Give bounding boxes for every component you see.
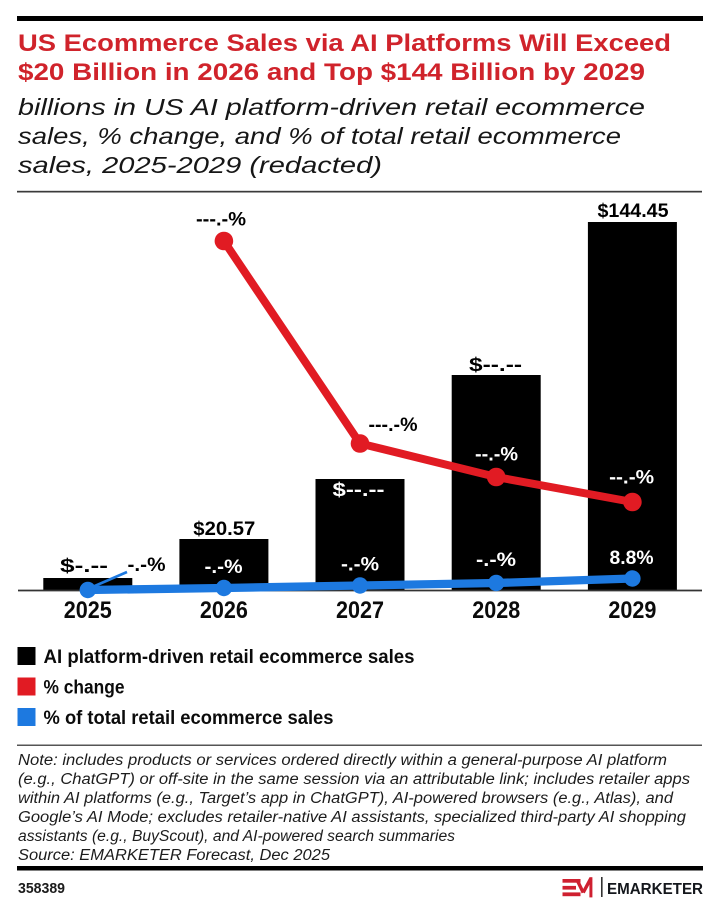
svg-text:2026: 2026 bbox=[200, 597, 248, 624]
svg-text:358389: 358389 bbox=[18, 880, 65, 897]
svg-text:2027: 2027 bbox=[336, 597, 384, 624]
svg-text:---.-%: ---.-% bbox=[196, 210, 246, 231]
svg-text:EMARKETER: EMARKETER bbox=[607, 881, 703, 898]
svg-text:sales, 2025-2029 (redacted): sales, 2025-2029 (redacted) bbox=[18, 152, 382, 178]
svg-text:% change: % change bbox=[44, 678, 125, 699]
svg-text:--.-%: --.-% bbox=[475, 445, 518, 466]
svg-text:Google’s AI Mode; excludes ret: Google’s AI Mode; excludes retailer-nati… bbox=[18, 809, 686, 826]
svg-text:Source: EMARKETER Forecast, De: Source: EMARKETER Forecast, Dec 2025 bbox=[18, 847, 330, 864]
svg-text:-.-%: -.-% bbox=[341, 555, 379, 576]
svg-text:within AI platforms (e.g., Tar: within AI platforms (e.g., Target’s app … bbox=[18, 790, 674, 807]
svg-text:2029: 2029 bbox=[608, 597, 656, 624]
svg-text:US Ecommerce Sales via AI Plat: US Ecommerce Sales via AI Platforms Will… bbox=[18, 30, 671, 57]
svg-text:2025: 2025 bbox=[64, 597, 112, 624]
svg-text:Note: includes products or ser: Note: includes products or services orde… bbox=[18, 752, 667, 769]
svg-text:2028: 2028 bbox=[472, 597, 520, 624]
svg-text:---.-%: ---.-% bbox=[369, 415, 418, 436]
svg-text:assistants (e.g., BuyScout), a: assistants (e.g., BuyScout), and AI-powe… bbox=[18, 828, 455, 845]
svg-text:% of total retail ecommerce sa: % of total retail ecommerce sales bbox=[44, 708, 334, 729]
svg-text:sales, % change, and % of tota: sales, % change, and % of total retail e… bbox=[18, 123, 621, 149]
svg-text:8.8%: 8.8% bbox=[610, 548, 654, 569]
svg-text:$--.--: $--.-- bbox=[333, 480, 385, 501]
svg-text:-.-%: -.-% bbox=[476, 550, 516, 571]
svg-text:AI platform-driven retail ecom: AI platform-driven retail ecommerce sale… bbox=[44, 647, 415, 668]
svg-text:$20.57: $20.57 bbox=[193, 519, 255, 540]
svg-text:-.-%: -.-% bbox=[205, 557, 243, 578]
svg-text:-.-%: -.-% bbox=[128, 555, 166, 576]
svg-text:$-.--: $-.-- bbox=[60, 556, 108, 577]
svg-text:--.-%: --.-% bbox=[609, 468, 654, 489]
svg-text:billions in US AI platform-dri: billions in US AI platform-driven retail… bbox=[18, 94, 645, 120]
svg-text:(e.g., ChatGPT) or off-site in: (e.g., ChatGPT) or off-site in the same … bbox=[18, 771, 690, 788]
svg-text:$144.45: $144.45 bbox=[598, 201, 669, 222]
svg-text:$20 Billion in 2026 and Top $1: $20 Billion in 2026 and Top $144 Billion… bbox=[18, 59, 645, 86]
svg-text:$--.--: $--.-- bbox=[469, 355, 522, 376]
